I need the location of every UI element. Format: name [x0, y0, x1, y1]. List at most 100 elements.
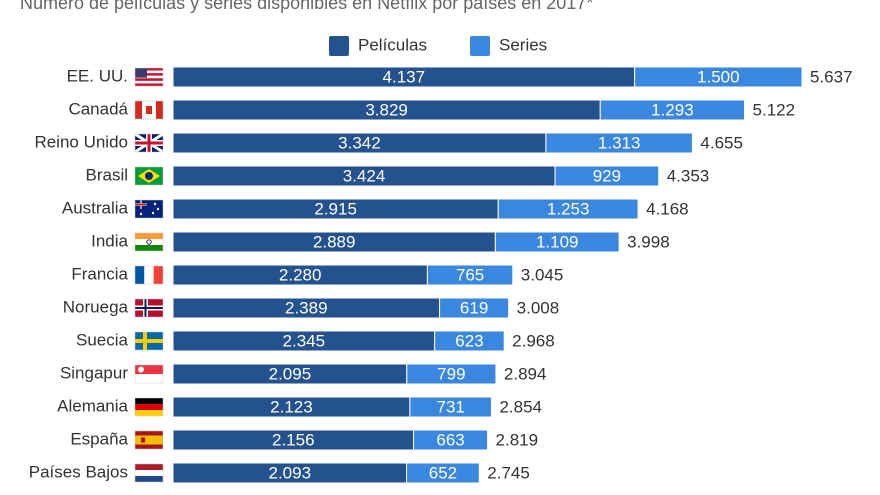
bar-segment — [494, 231, 620, 253]
chart-subtitle: Número de películas y series disponibles… — [20, 0, 593, 13]
bar-segment — [434, 330, 505, 352]
flag-border — [134, 265, 164, 285]
bar-segment — [426, 264, 514, 286]
flag-part — [153, 266, 163, 284]
bar-segment — [634, 66, 803, 88]
flag-part — [135, 374, 163, 383]
flag-border — [134, 199, 164, 219]
flag-border — [134, 364, 164, 384]
flag — [134, 100, 164, 120]
value-label: 2.123 — [270, 397, 313, 416]
flag-part — [146, 239, 152, 245]
legend-swatch — [329, 36, 349, 56]
flag-part — [135, 75, 163, 79]
bar-segment — [545, 132, 693, 154]
value-label: 1.293 — [651, 100, 694, 119]
total-label: 2.854 — [499, 397, 542, 416]
flag-border — [134, 133, 164, 153]
total-label: 4.655 — [700, 133, 743, 152]
category-label: India — [91, 231, 128, 250]
flag-part — [151, 211, 155, 215]
flag-part — [156, 207, 160, 211]
value-label: 2.095 — [269, 364, 312, 383]
flag — [134, 298, 164, 318]
flag — [134, 430, 164, 450]
category-label: Canadá — [68, 99, 128, 118]
value-label: 2.156 — [272, 430, 315, 449]
value-label: 3.424 — [343, 166, 386, 185]
bar-segment — [554, 165, 660, 187]
flag — [134, 397, 164, 417]
value-label: 4.137 — [383, 67, 426, 86]
category-label: EE. UU. — [67, 66, 128, 85]
category-label: Noruega — [63, 297, 129, 316]
category-label: España — [70, 429, 128, 448]
value-label: 2.345 — [283, 331, 326, 350]
flag-border — [134, 298, 164, 318]
flag-part — [139, 212, 143, 216]
category-label: Suecia — [76, 330, 129, 349]
flag-border — [134, 232, 164, 252]
total-label: 2.968 — [512, 331, 555, 350]
flag-part — [135, 68, 163, 71]
value-label: 2.093 — [268, 463, 311, 482]
flag — [134, 331, 164, 351]
total-label: 4.168 — [646, 199, 689, 218]
bar-segment — [497, 198, 639, 220]
flag-part — [149, 101, 156, 119]
value-label: 765 — [456, 265, 484, 284]
flag-border — [134, 166, 164, 186]
value-label: 1.253 — [547, 199, 590, 218]
category-label: Brasil — [85, 165, 128, 184]
flag-part — [135, 68, 147, 78]
flag-part — [135, 435, 163, 445]
flag-part — [135, 83, 163, 87]
total-label: 2.894 — [504, 364, 547, 383]
value-label: 2.389 — [285, 298, 328, 317]
category-label: Australia — [62, 198, 129, 217]
value-label: 652 — [429, 463, 457, 482]
flag — [134, 166, 164, 186]
flag — [134, 199, 164, 219]
flag-part — [141, 437, 145, 443]
value-label: 2.915 — [314, 199, 357, 218]
flag-border — [134, 331, 164, 351]
flag-part — [135, 266, 145, 284]
flag-part — [135, 141, 163, 145]
total-label: 4.353 — [667, 166, 710, 185]
flag-part — [135, 78, 163, 81]
value-label: 3.342 — [338, 133, 381, 152]
flag-part — [135, 410, 163, 416]
bar-segment — [409, 396, 492, 418]
flag-part — [135, 470, 163, 476]
flag — [134, 463, 164, 483]
legend-label: Series — [499, 35, 547, 54]
flag-part — [135, 73, 163, 76]
flag — [134, 265, 164, 285]
value-label: 619 — [460, 298, 488, 317]
flag-border — [134, 100, 164, 120]
value-label: 623 — [455, 331, 483, 350]
flag-part — [156, 101, 163, 119]
category-label: Alemania — [57, 396, 128, 415]
total-label: 3.998 — [627, 232, 670, 251]
category-label: Países Bajos — [29, 462, 128, 481]
bar-segment — [599, 99, 746, 121]
flag-part — [146, 106, 152, 114]
flag — [134, 232, 164, 252]
value-label: 1.109 — [536, 232, 579, 251]
value-label: 799 — [437, 364, 465, 383]
total-label: 2.745 — [487, 463, 530, 482]
flag-part — [135, 464, 163, 470]
legend-label: Películas — [358, 35, 427, 54]
value-label: 731 — [436, 397, 464, 416]
value-label: 663 — [436, 430, 464, 449]
flag-part — [135, 70, 163, 74]
bar-segment — [406, 363, 497, 385]
flag-part — [135, 404, 163, 410]
flag-part — [135, 307, 163, 309]
value-label: 2.280 — [279, 265, 322, 284]
flag-part — [135, 101, 142, 119]
value-label: 2.889 — [313, 232, 356, 251]
